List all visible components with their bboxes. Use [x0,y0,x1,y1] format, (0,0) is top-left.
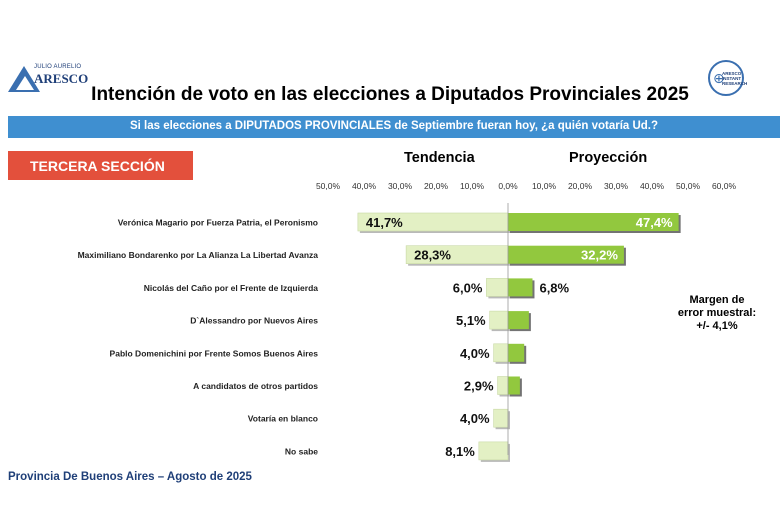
proyeccion-bar [508,343,525,362]
tendencia-bar [486,278,509,297]
proyeccion-value-label: 47,4% [636,215,673,230]
tendencia-header: Tendencia [404,150,475,166]
proyeccion-value-label: 6,8% [539,280,569,295]
tendencia-value-label: 4,0% [460,411,490,426]
x-tick-label: 60,0% [712,181,737,191]
proyeccion-bar [508,376,520,395]
tendencia-bar [489,310,509,330]
proyeccion-bar [508,213,679,231]
tendencia-value-label: 28,3% [414,248,451,263]
tendencia-value-label: 41,7% [366,215,403,230]
category-label: D`Alessandro por Nuevos Aires [190,316,318,326]
tendencia-value-label: 8,1% [445,444,475,459]
x-tick-label: 20,0% [568,181,593,191]
category-label: No sabe [285,446,318,456]
x-tick-label: 10,0% [532,181,557,191]
x-tick-label: 50,0% [676,181,701,191]
category-label: Votaría en blanco [248,414,318,424]
logo-brand-text: ARESCO [34,71,89,86]
tendencia-value-label: 6,0% [453,280,483,295]
category-label: Nicolás del Caño por el Frente de Izquie… [144,283,319,293]
category-label: Maximiliano Bondarenko por La Alianza La… [78,250,319,260]
page-title: Intención de voto en las elecciones a Di… [91,84,689,105]
x-tick-label: 30,0% [604,181,629,191]
tendencia-bar [493,343,509,363]
aresco-logo: JULIO AURELIO ARESCO [8,62,88,98]
x-tick-label: 10,0% [460,181,485,191]
tendencia-value-label: 4,0% [460,346,490,361]
aresco-research-seal: ⊕ ARESCO INSTANT RESEARCH [708,60,748,96]
section-badge: TERCERA SECCIÓN [8,151,193,180]
tendencia-value-label: 2,9% [464,379,494,394]
category-label: Verónica Magario por Fuerza Patria, el P… [118,218,318,228]
seal-icon: ⊕ [713,70,725,86]
x-tick-label: 20,0% [424,181,449,191]
proyeccion-bar [508,278,533,297]
category-label: A candidatos de otros partidos [193,381,318,391]
question-banner: Si las elecciones a DIPUTADOS PROVINCIAL… [8,116,780,138]
x-tick-label: 0,0% [498,181,518,191]
proyeccion-bar [508,311,529,330]
proyeccion-bar [508,245,624,264]
tendencia-bar [493,408,509,428]
category-label: Pablo Domenichini por Frente Somos Bueno… [110,348,319,358]
x-tick-label: 40,0% [640,181,665,191]
margin-of-error-note: Margen de error muestral: +/- 4,1% [677,294,757,332]
proyeccion-value-label: 32,2% [581,248,618,263]
proyeccion-header: Proyección [569,150,648,166]
question-text: Si las elecciones a DIPUTADOS PROVINCIAL… [129,120,659,132]
logo-small-text: JULIO AURELIO [34,64,82,70]
x-tick-label: 40,0% [352,181,377,191]
tendencia-bar [478,441,509,461]
tendencia-value-label: 5,1% [456,313,486,328]
seal-text: ARESCO INSTANT RESEARCH [722,71,748,86]
section-label: TERCERA SECCIÓN [30,158,165,174]
footer-text: Provincia De Buenos Aires – Agosto de 20… [8,471,252,483]
x-tick-label: 50,0% [316,181,341,191]
x-tick-label: 30,0% [388,181,413,191]
tendencia-bar [497,376,509,395]
